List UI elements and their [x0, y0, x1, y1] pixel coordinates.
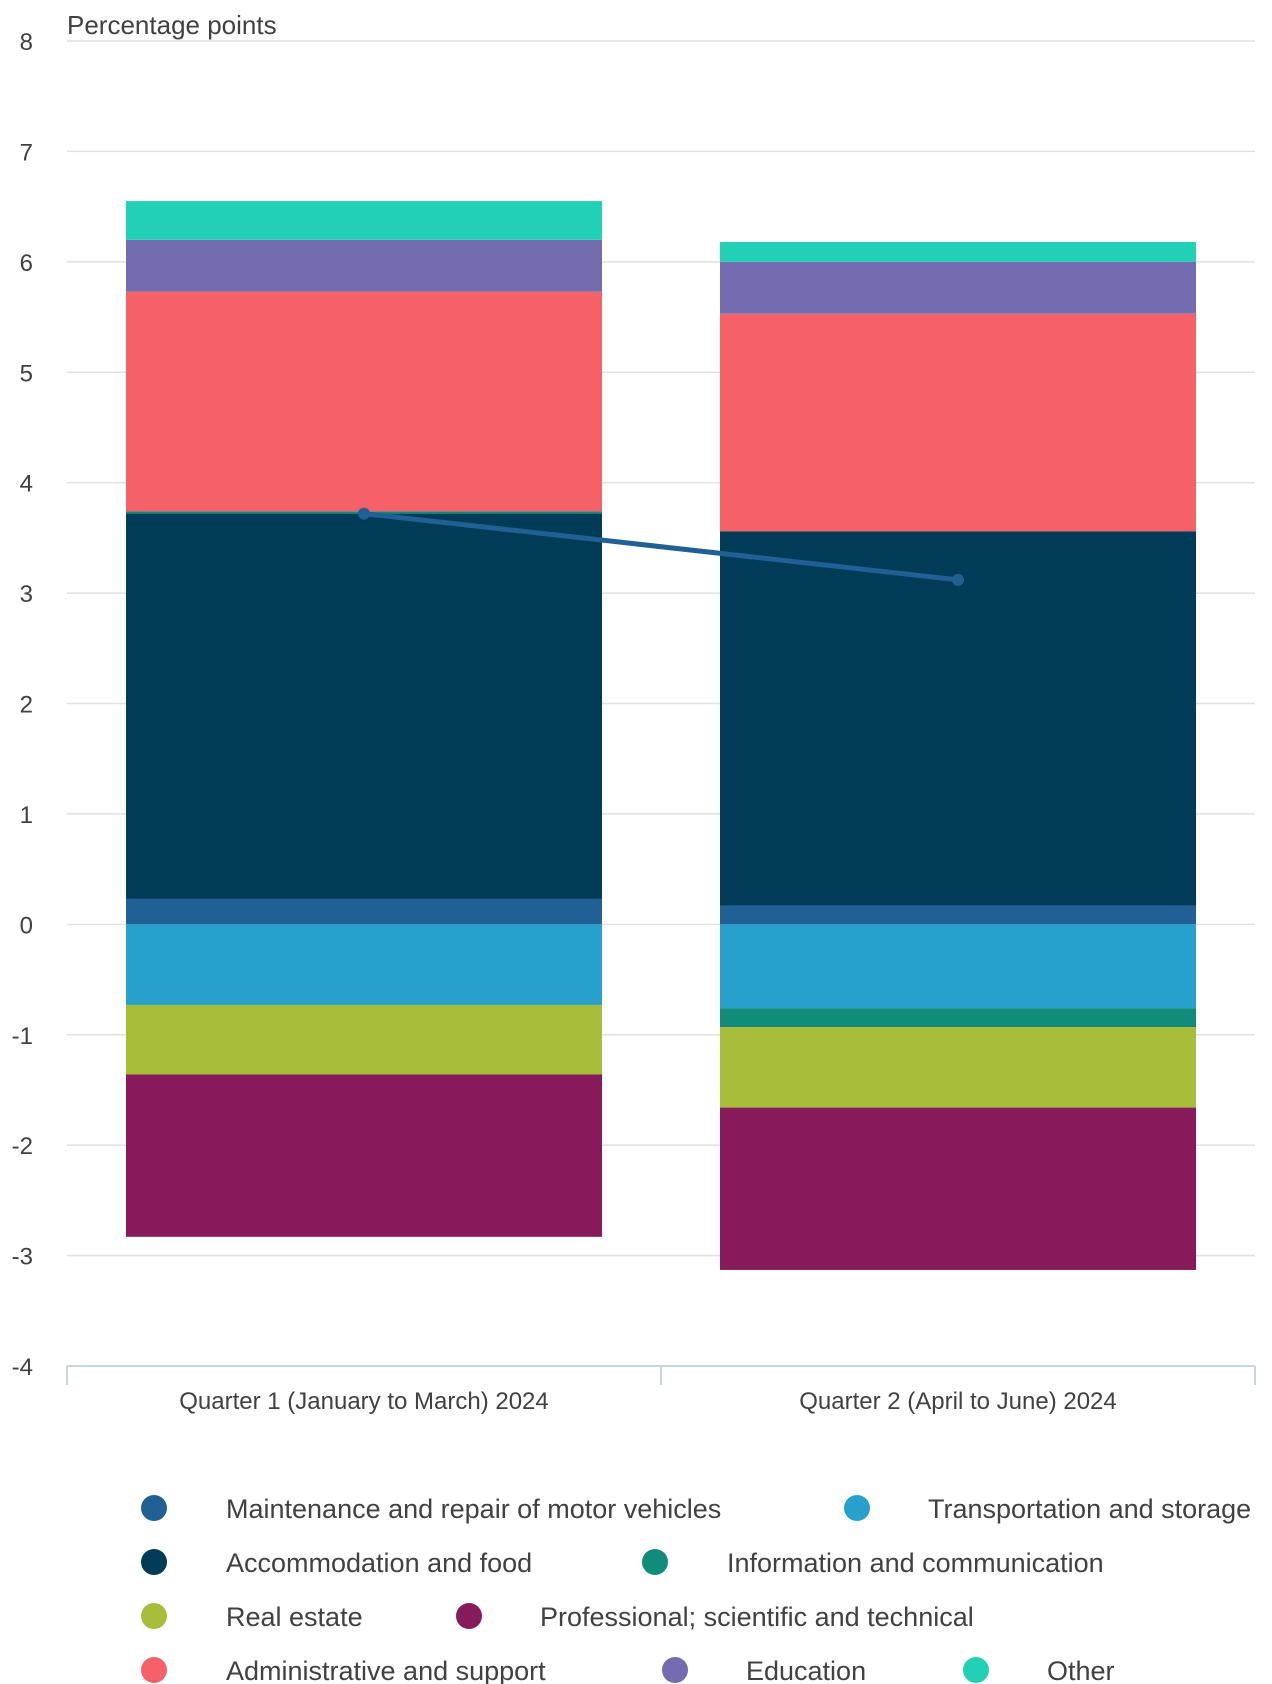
legend-item: Accommodation and food [141, 1548, 532, 1578]
legend-swatch [662, 1657, 688, 1683]
line-point [952, 573, 964, 586]
y-axis-label: Percentage points [67, 10, 277, 40]
legend-item: Education [662, 1656, 866, 1684]
y-tick-label: 4 [20, 471, 33, 498]
y-tick-label: 1 [20, 802, 33, 829]
legend-swatch [141, 1657, 167, 1683]
bar-segment [720, 1008, 1196, 1028]
bar-segment [126, 513, 602, 899]
bars [126, 201, 1196, 1270]
legend-swatch [141, 1495, 167, 1521]
legend-item: Transportation and storage [844, 1494, 1251, 1524]
legend-swatch [141, 1549, 167, 1575]
legend-item: Maintenance and repair of motor vehicles [141, 1494, 721, 1524]
legend-swatch [141, 1603, 167, 1629]
x-axis: Quarter 1 (January to March) 2024 Quarter… [66, 1365, 1256, 1415]
y-tick-label: -2 [12, 1133, 33, 1160]
x-tick-label: Quarter 2 (April to June) 2024 [799, 1388, 1117, 1415]
y-tick-label: -4 [12, 1354, 33, 1381]
bar-segment [126, 1004, 602, 1075]
bar-segment [126, 291, 602, 512]
legend-swatch [456, 1603, 482, 1629]
legend-label: Other [1047, 1656, 1115, 1684]
legend-swatch [963, 1657, 989, 1683]
legend: Maintenance and repair of motor vehicles… [141, 1494, 1251, 1684]
bar-segment [720, 905, 1196, 925]
legend-label: Transportation and storage [928, 1494, 1251, 1524]
bar-segment [720, 531, 1196, 906]
y-tick-label: 6 [20, 250, 33, 277]
y-tick-label: 2 [20, 692, 33, 719]
legend-item: Other [963, 1656, 1115, 1684]
legend-swatch [642, 1549, 668, 1575]
bar-segment [126, 898, 602, 925]
legend-item: Professional; scientific and technical [456, 1602, 974, 1632]
legend-label: Professional; scientific and technical [540, 1602, 974, 1632]
y-tick-label: 7 [20, 139, 33, 166]
bar-segment [720, 924, 1196, 1009]
line-point [358, 507, 370, 520]
legend-label: Education [746, 1656, 866, 1684]
bar-segment [720, 313, 1196, 532]
bar-segment [720, 1107, 1196, 1270]
bar-segment [720, 261, 1196, 314]
bar-segment [126, 1074, 602, 1237]
legend-label: Maintenance and repair of motor vehicles [226, 1494, 721, 1524]
bar-segment [720, 1027, 1196, 1108]
legend-label: Real estate [226, 1602, 363, 1632]
total-line [358, 507, 964, 586]
y-tick-label: 3 [20, 581, 33, 608]
y-axis-ticks: 8 7 6 5 4 3 2 1 0 -1 -2 -3 -4 [12, 29, 33, 1381]
x-tick-label: Quarter 1 (January to March) 2024 [179, 1388, 549, 1415]
legend-item: Information and communication [642, 1548, 1104, 1578]
y-tick-label: -1 [12, 1023, 33, 1050]
bar-segment [126, 924, 602, 1005]
y-tick-label: 5 [20, 360, 33, 387]
bar-segment [720, 241, 1196, 262]
y-tick-label: 8 [20, 29, 33, 56]
bar-segment [126, 201, 602, 240]
y-tick-label: 0 [20, 912, 33, 939]
legend-label: Information and communication [727, 1548, 1104, 1578]
bar-segment [126, 239, 602, 292]
legend-item: Real estate [141, 1602, 363, 1632]
legend-swatch [844, 1495, 870, 1521]
line-series [363, 511, 959, 583]
y-tick-label: -3 [12, 1244, 33, 1271]
legend-label: Accommodation and food [226, 1548, 532, 1578]
legend-item: Administrative and support [141, 1656, 546, 1684]
legend-label: Administrative and support [226, 1656, 546, 1684]
